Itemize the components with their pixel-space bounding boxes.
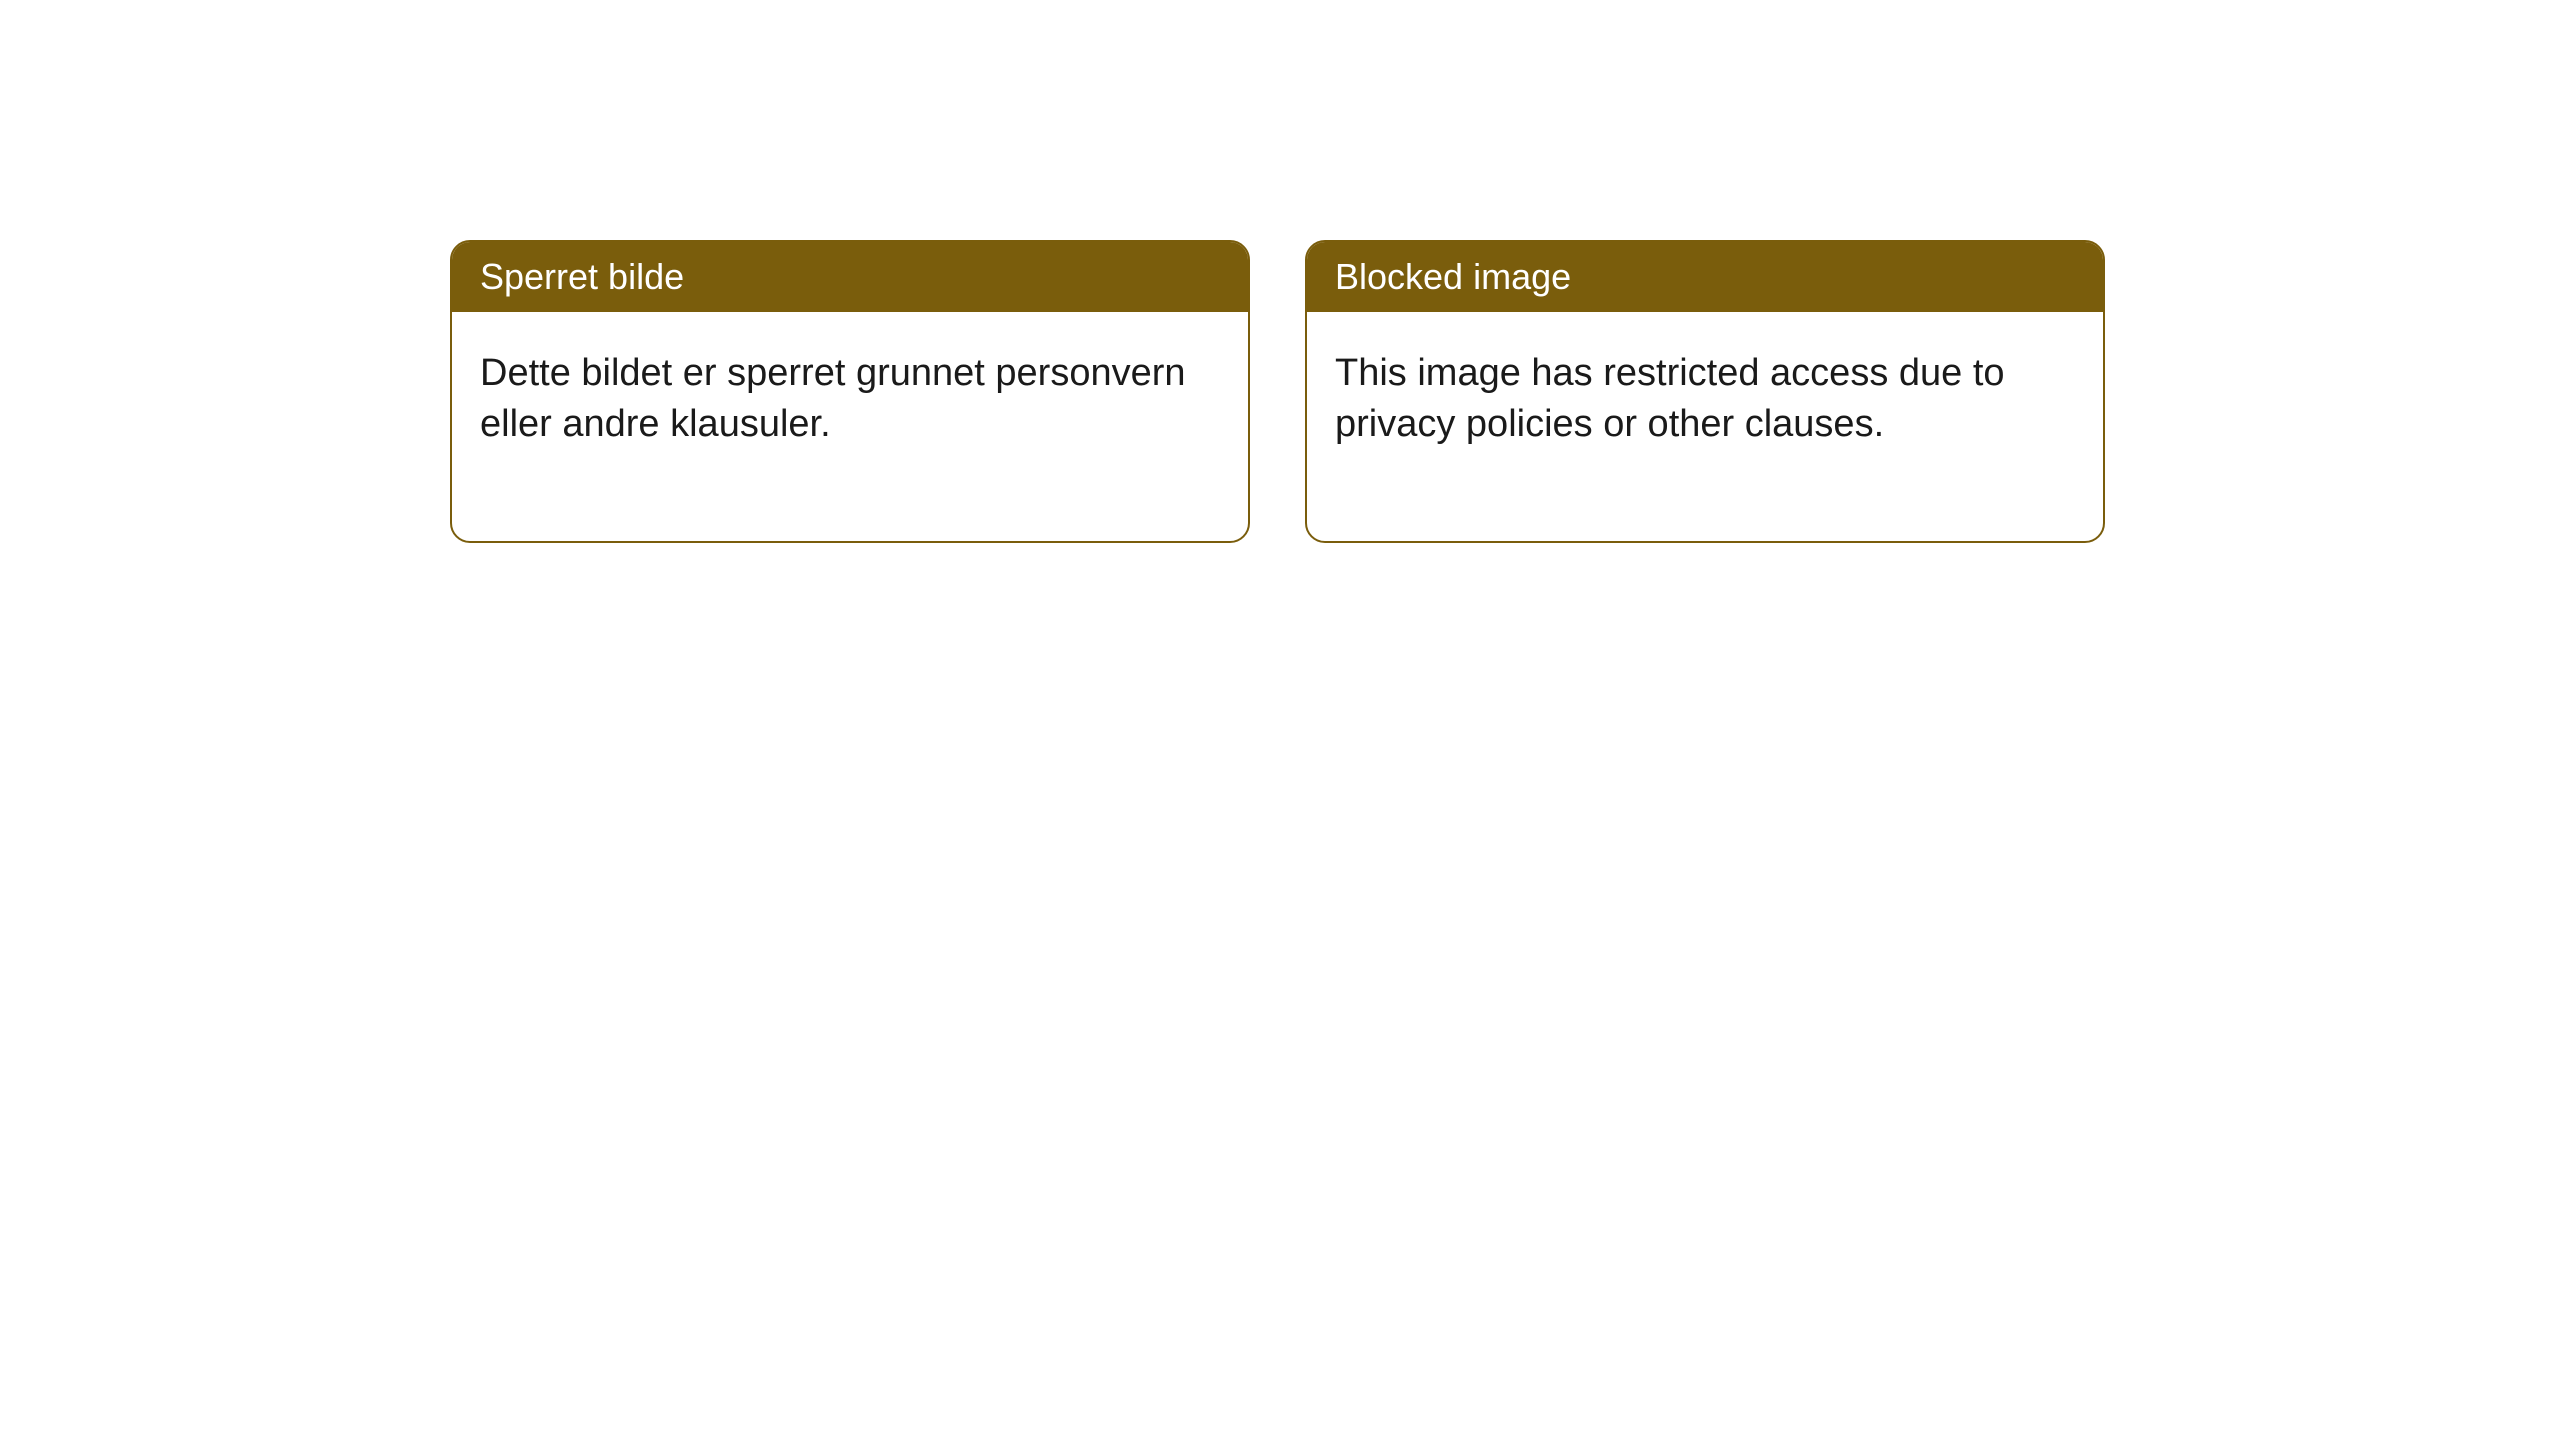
notice-container: Sperret bilde Dette bildet er sperret gr… (450, 240, 2560, 543)
notice-header: Sperret bilde (452, 242, 1248, 312)
notice-body: Dette bildet er sperret grunnet personve… (452, 312, 1248, 541)
notice-box-english: Blocked image This image has restricted … (1305, 240, 2105, 543)
notice-box-norwegian: Sperret bilde Dette bildet er sperret gr… (450, 240, 1250, 543)
notice-body: This image has restricted access due to … (1307, 312, 2103, 541)
notice-header: Blocked image (1307, 242, 2103, 312)
